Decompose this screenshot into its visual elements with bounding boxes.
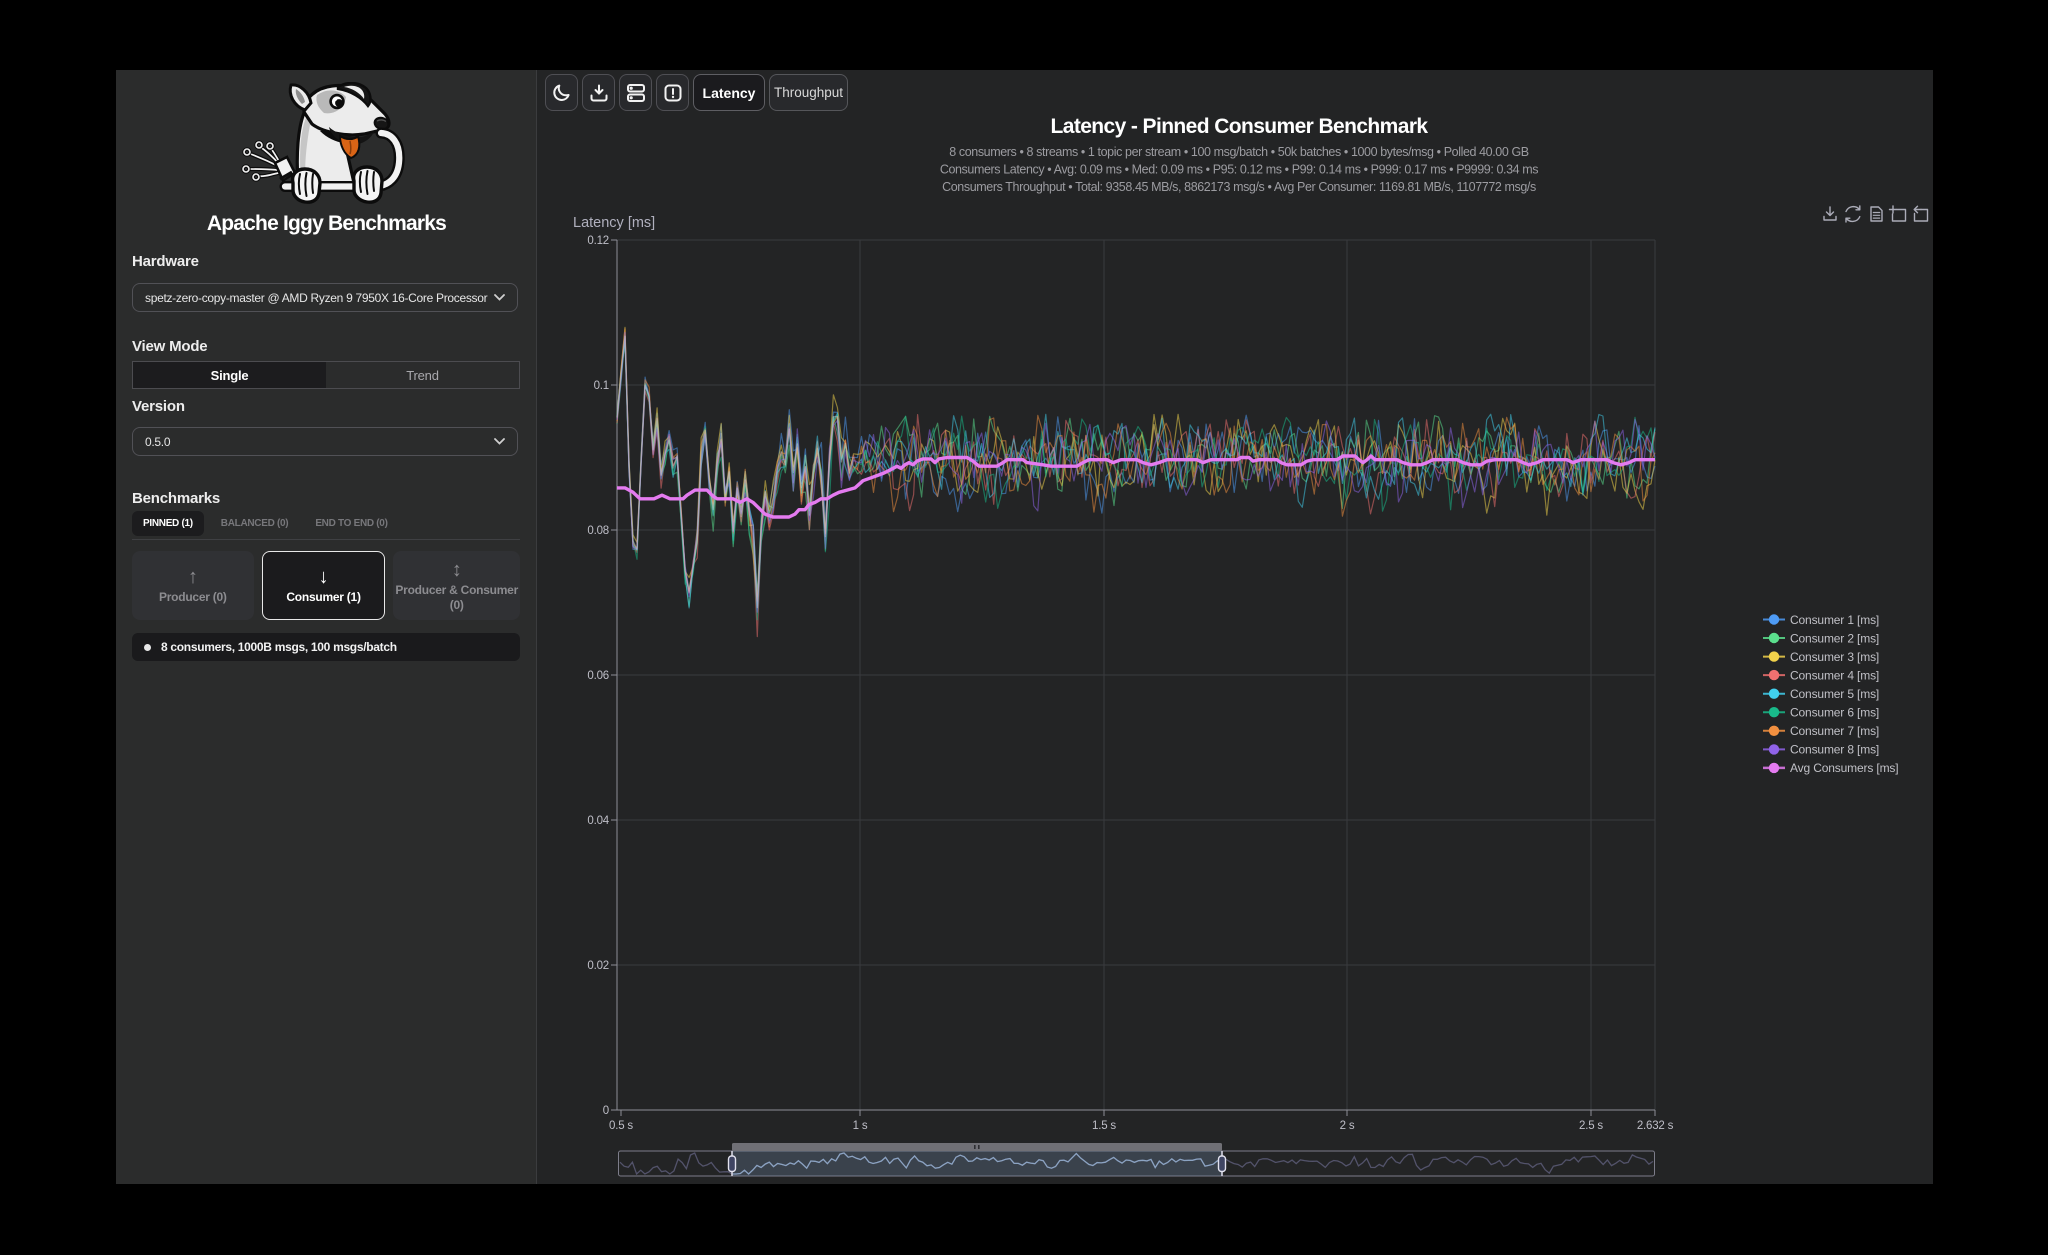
svg-text:1 s: 1 s [853,1120,868,1132]
svg-text:Consumer 2 [ms]: Consumer 2 [ms] [1790,631,1879,645]
svg-text:0.02: 0.02 [587,960,609,972]
svg-text:Latency [ms]: Latency [ms] [573,215,655,231]
svg-text:Consumers Throughput • Total:: Consumers Throughput • Total: 9358.45 MB… [942,180,1536,194]
svg-text:Consumer 6 [ms]: Consumer 6 [ms] [1790,706,1879,720]
svg-text:8 consumers • 8 streams • 1 to: 8 consumers • 8 streams • 1 topic per st… [949,145,1529,159]
svg-text:Consumer 7 [ms]: Consumer 7 [ms] [1790,724,1879,738]
svg-text:0.1: 0.1 [594,380,609,392]
svg-text:0.06: 0.06 [587,670,609,682]
svg-text:Consumer 8 [ms]: Consumer 8 [ms] [1790,743,1879,757]
svg-text:2.5 s: 2.5 s [1579,1120,1603,1132]
svg-text:0.04: 0.04 [587,815,609,827]
svg-text:0.08: 0.08 [587,525,609,537]
svg-text:0.12: 0.12 [587,235,609,247]
svg-text:0: 0 [603,1105,609,1117]
svg-text:Consumer 4 [ms]: Consumer 4 [ms] [1790,668,1879,682]
svg-text:Consumers Latency • Avg: 0.09: Consumers Latency • Avg: 0.09 ms • Med: … [940,163,1538,177]
svg-text:2 s: 2 s [1340,1120,1355,1132]
svg-text:Avg Consumers [ms]: Avg Consumers [ms] [1790,761,1898,775]
svg-text:Consumer 3 [ms]: Consumer 3 [ms] [1790,650,1879,664]
svg-text:Latency - Pinned Consumer Benc: Latency - Pinned Consumer Benchmark [1051,115,1429,138]
svg-text:2.632 s: 2.632 s [1637,1120,1674,1132]
svg-text:Consumer 5 [ms]: Consumer 5 [ms] [1790,687,1879,701]
svg-text:Consumer 1 [ms]: Consumer 1 [ms] [1790,613,1879,627]
svg-text:1.5 s: 1.5 s [1092,1120,1116,1132]
svg-text:0.5 s: 0.5 s [609,1120,633,1132]
